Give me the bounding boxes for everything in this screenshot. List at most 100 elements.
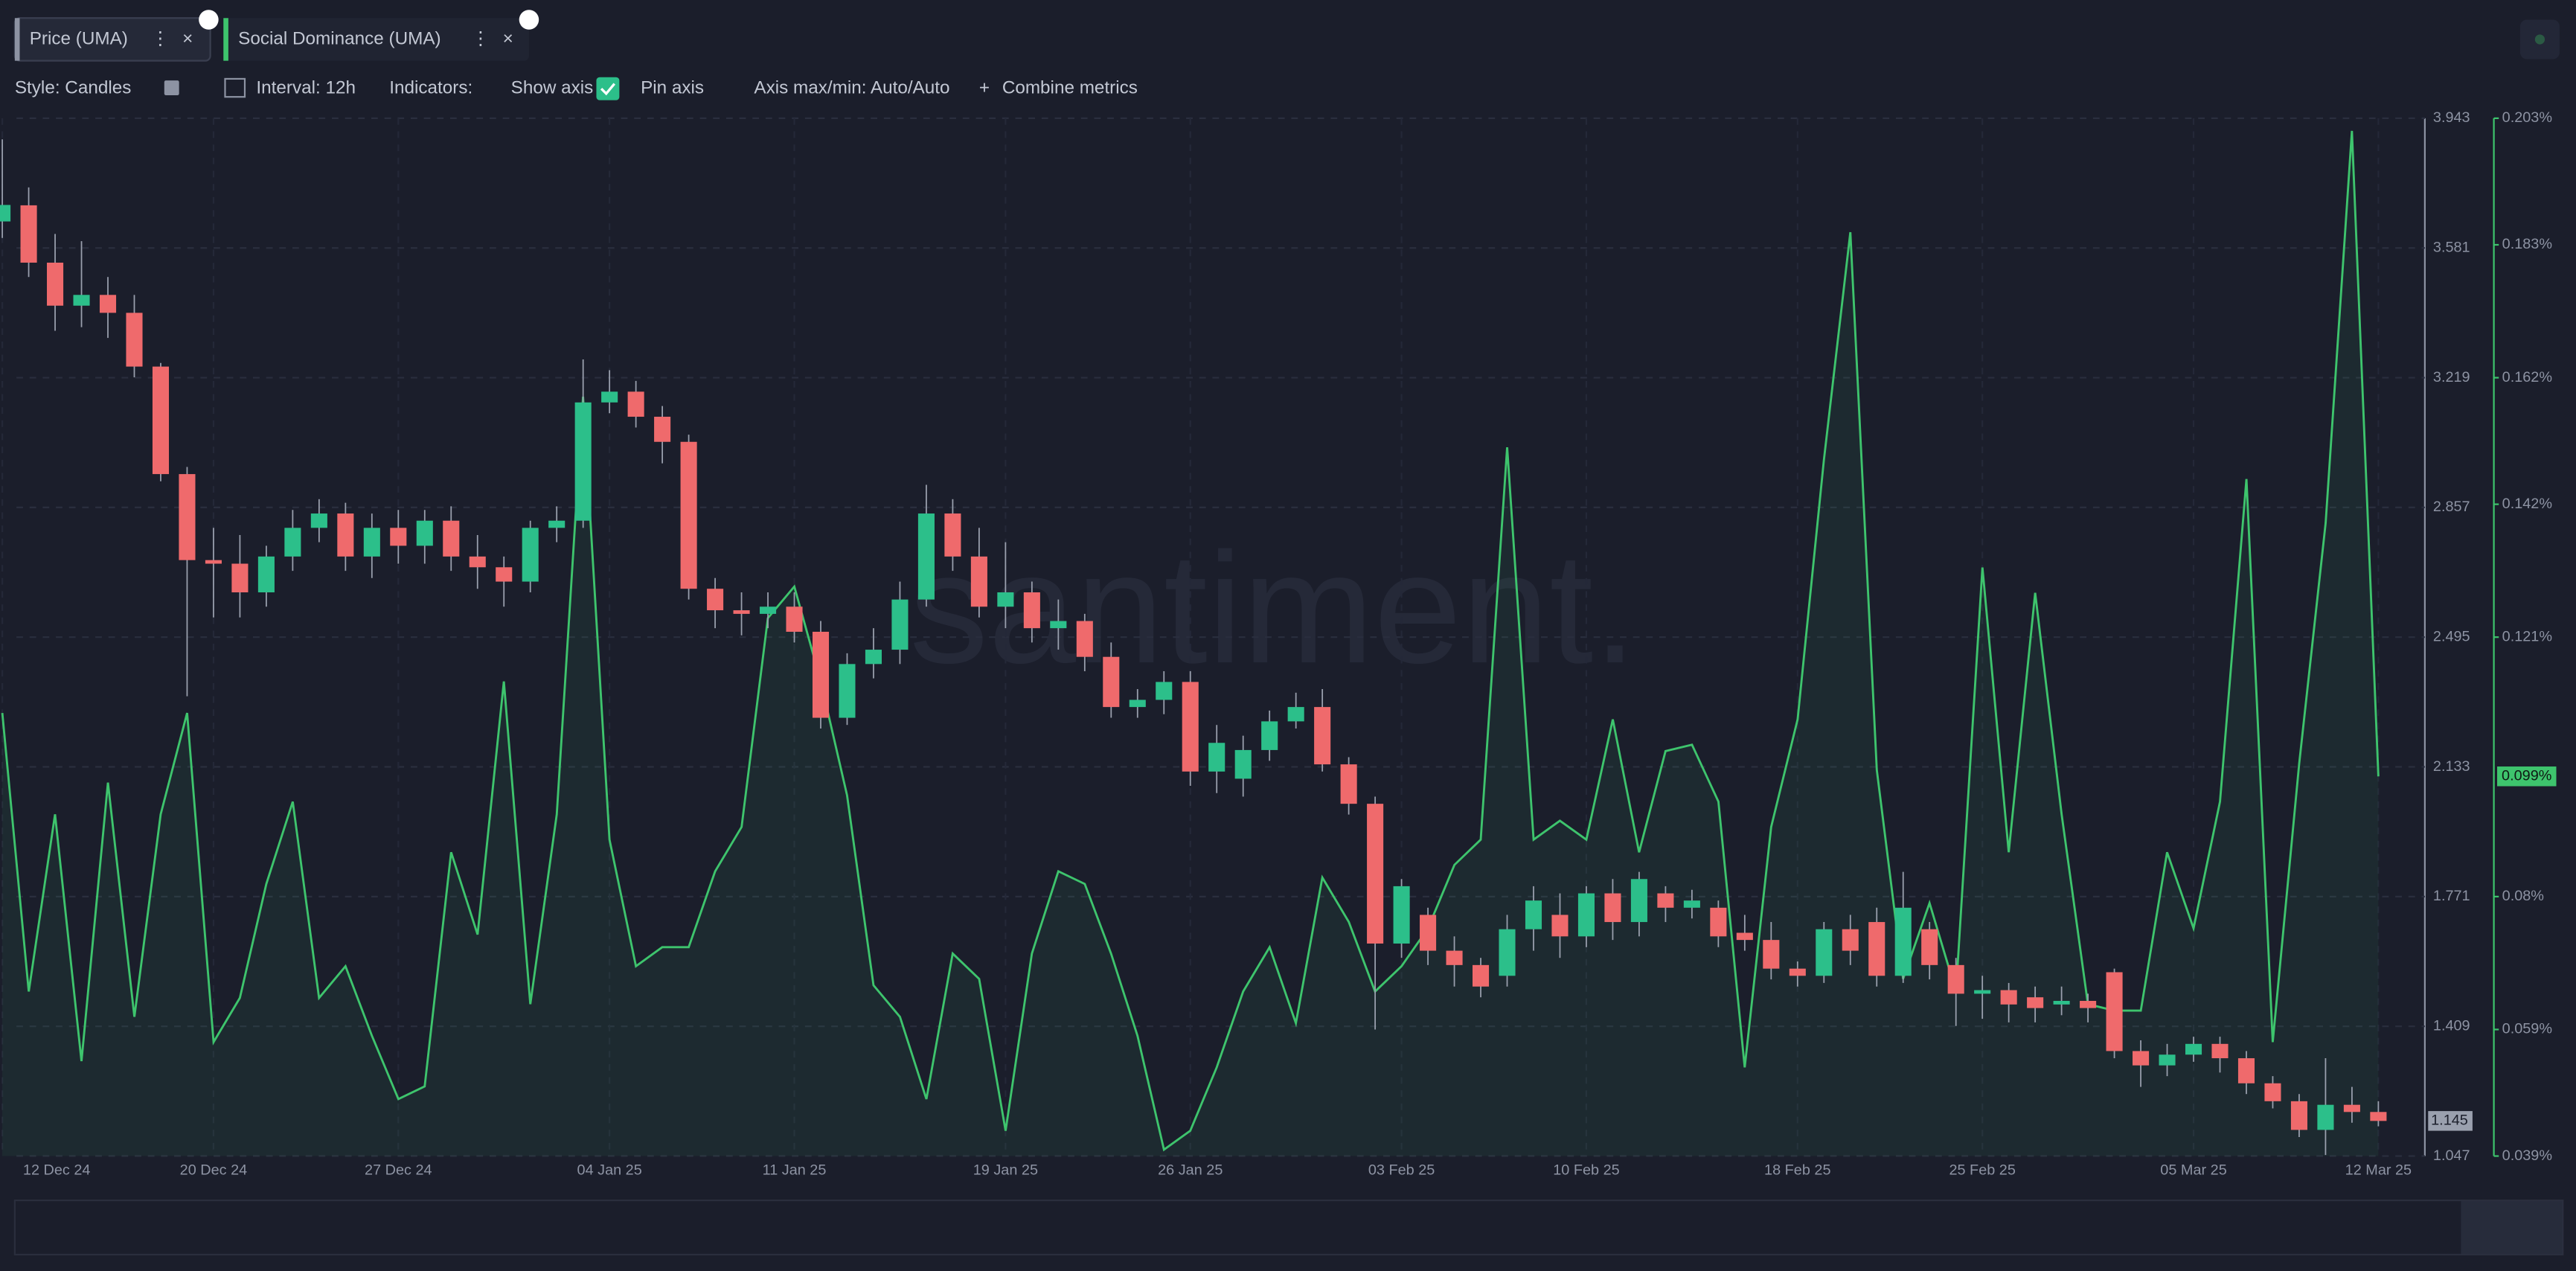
show-axis-checkbox[interactable] (596, 77, 620, 100)
candle-body (20, 205, 37, 263)
indicators-select[interactable]: Indicators: (389, 78, 472, 98)
candle-body (1208, 743, 1225, 772)
area-line (1, 130, 2380, 1152)
y2-tick-label: 0.039% (2502, 1147, 2552, 1164)
candle-body (1577, 893, 1595, 937)
candle-body (2000, 990, 2017, 1005)
x-tick-label: 03 Feb 25 (1368, 1162, 1435, 1179)
candle-body (363, 528, 380, 557)
candle-body (1816, 929, 1833, 976)
candle-body (654, 417, 671, 442)
candle-body (2106, 972, 2123, 1051)
tab-menu[interactable]: ⋮ (151, 28, 169, 48)
show-axis-label: Show axis (511, 78, 594, 98)
candle-body (73, 295, 90, 306)
tab-close[interactable]: × (182, 28, 193, 48)
candle-body (1710, 907, 1727, 937)
candle-body (1314, 707, 1331, 765)
y-tick-label: 3.219 (2433, 369, 2470, 385)
candle-body (1393, 886, 1410, 944)
candle-body (205, 560, 222, 564)
interval-select[interactable]: Interval: 12h (256, 78, 356, 98)
candle-body (2211, 1043, 2229, 1059)
y2-tick-label: 0.142% (2502, 496, 2552, 512)
tab-social[interactable] (223, 18, 529, 61)
y2-tick-label: 0.203% (2502, 109, 2552, 126)
candle-body (1789, 968, 1806, 976)
navigator-window[interactable] (2461, 1200, 2563, 1255)
color-picker[interactable] (164, 80, 179, 95)
y-tick-label: 1.047 (2433, 1147, 2470, 1164)
candle-body (1340, 764, 1357, 804)
candle-body (1657, 893, 1674, 908)
y-tick-label: 1.409 (2433, 1017, 2470, 1034)
y2-tick-label: 0.121% (2502, 628, 2552, 644)
candle-body (284, 528, 301, 557)
status-dot (2534, 34, 2545, 45)
x-tick-label: 19 Jan 25 (973, 1162, 1038, 1179)
candle-body (1551, 915, 1569, 937)
candle-body (99, 295, 117, 313)
candle-body (257, 556, 275, 593)
x-tick-label: 12 Mar 25 (2345, 1162, 2412, 1179)
candle-body (1604, 893, 1621, 923)
candle-body (469, 556, 486, 568)
candle-body (2185, 1043, 2202, 1055)
candle-body (1894, 907, 1912, 976)
candle-body (2370, 1112, 2387, 1121)
candle-body (2237, 1058, 2255, 1083)
candle-body (970, 556, 987, 607)
candle-body (733, 610, 750, 614)
y-tick-label: 2.133 (2433, 758, 2470, 775)
style-select[interactable]: Style: Candles (15, 78, 132, 98)
y2-tick-label: 0.162% (2502, 369, 2552, 385)
candle-body (839, 664, 856, 718)
candle-body (47, 262, 64, 306)
candle-body (1023, 592, 1040, 629)
combine-metrics[interactable]: Combine metrics (1002, 78, 1138, 98)
candle-body (390, 528, 407, 546)
candle-body (1736, 932, 1753, 941)
candle-body (548, 520, 565, 528)
x-tick-label: 18 Feb 25 (1764, 1162, 1830, 1179)
watermark: santiment. (909, 519, 1637, 696)
plot: 3.943 3.581 3.219 2.857 2.495 2.133 1.771 1.409… (0, 109, 2557, 1179)
candle-body (997, 592, 1014, 607)
x-tick-label: 05 Mar 25 (2160, 1162, 2226, 1179)
candle-body (2080, 1001, 2097, 1008)
candle-body (917, 513, 935, 600)
candle-body (601, 391, 618, 403)
candle-body (786, 606, 803, 632)
candle-body (574, 402, 592, 521)
candle-body (0, 205, 11, 222)
candle-body (1287, 707, 1304, 722)
candle-body (337, 513, 354, 557)
candle-body (1525, 900, 1542, 929)
axis-range-select[interactable]: Axis max/min: Auto/Auto (754, 78, 949, 98)
candle-body (1129, 699, 1146, 708)
x-tick-label: 10 Feb 25 (1553, 1162, 1619, 1179)
candle-body (1234, 749, 1252, 779)
candle-body (1974, 990, 1991, 994)
candle-body (1763, 940, 1780, 969)
last-price-box (2428, 1111, 2473, 1131)
candle-body (1103, 656, 1120, 708)
candle-body (2027, 997, 2044, 1008)
y-tick-label: 1.771 (2433, 888, 2470, 904)
candle-body (1420, 915, 1437, 951)
x-tick-label: 25 Feb 25 (1949, 1162, 2015, 1179)
pin-axis-toggle[interactable]: Pin axis (641, 78, 704, 98)
candle-body (2343, 1104, 2360, 1112)
candle-body (152, 366, 170, 475)
tab-menu[interactable]: ⋮ (472, 28, 490, 48)
candle-body (1630, 879, 1647, 923)
candle-body (443, 520, 460, 557)
candle-body (179, 474, 196, 560)
eth-icon (199, 10, 219, 30)
last-value-label: 0.099% (2502, 768, 2551, 784)
candle-body (1446, 950, 1463, 965)
y-tick-label: 3.943 (2433, 109, 2470, 126)
candle-body (2264, 1083, 2281, 1101)
tab-close[interactable]: × (503, 28, 513, 48)
